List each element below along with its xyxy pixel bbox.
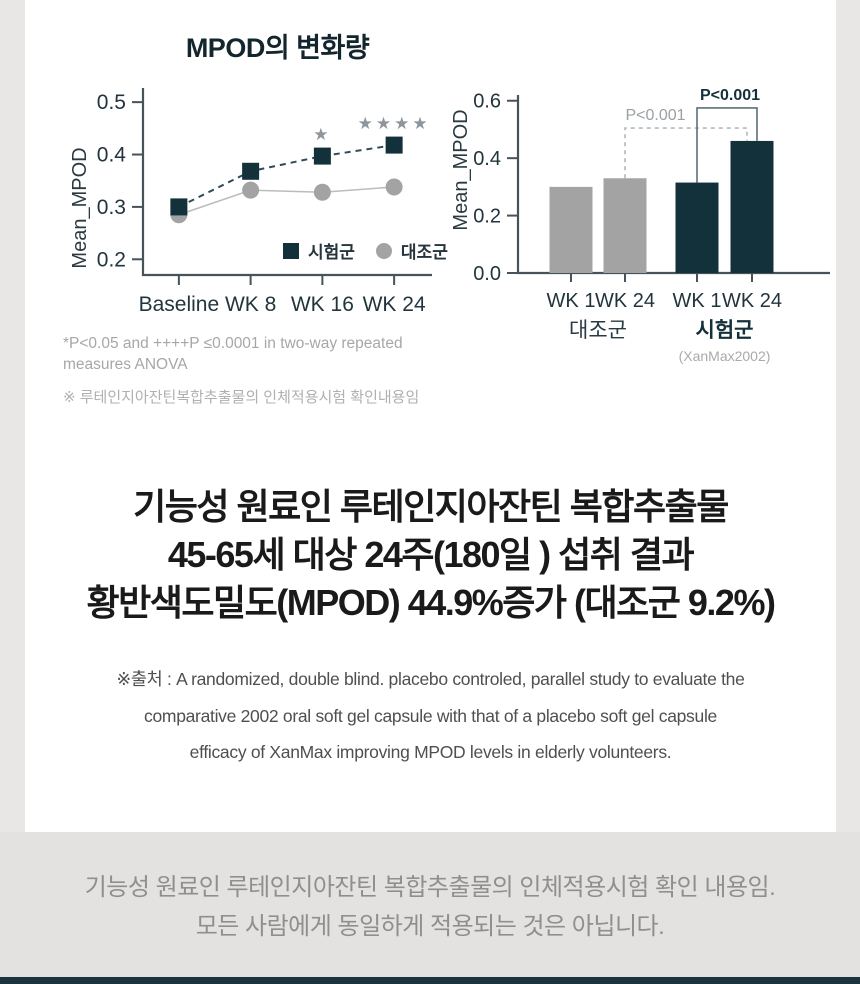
citation-line-2: comparative 2002 oral soft gel capsule w… (144, 705, 717, 726)
significance-stars: ★★★★ (358, 114, 431, 133)
legend-square-marker (283, 242, 299, 259)
headline: 기능성 원료인 루테인지아잔틴 복합추출물 45-65세 대상 24주(180일… (25, 483, 836, 627)
footer-line-2: 모든 사람에게 동일하게 적용되는 것은 아닙니다. (195, 913, 665, 940)
headline-line-3: 황반색도밀도(MPOD) 44.9%증가 (대조군 9.2%) (86, 582, 776, 623)
series-line (178, 144, 395, 208)
significance-bracket (696, 107, 758, 183)
data-point-circle (385, 178, 403, 196)
headline-line-1: 기능성 원료인 루테인지아잔틴 복합추출물 (133, 486, 729, 527)
line-chart: 0.2 0.3 0.4 0.5 Baseline WK 8 WK 16 WK 24 Mean_M… (69, 88, 432, 316)
bar (603, 178, 647, 273)
legend-label-control-group: 대조군 (400, 243, 448, 262)
headline-line-2: 45-65세 대상 24주(180일 ) 섭취 결과 (167, 534, 695, 575)
y-tick-label: 0.3 (97, 196, 126, 219)
data-point-circle (242, 181, 260, 199)
bar (730, 140, 774, 273)
line-chart-legend: 시험군 대조군 (283, 238, 448, 263)
bar-label: WK 1 (547, 290, 596, 312)
line-chart-axes (141, 88, 432, 277)
significance-bracket (624, 127, 748, 179)
y-axis-title: Mean_MPOD (450, 109, 472, 230)
x-tick-label: WK 16 (291, 293, 354, 316)
x-tick-label: WK 8 (225, 293, 276, 316)
bracket-p-value-label: P<0.001 (625, 107, 685, 124)
series-line (178, 186, 395, 216)
bracket-p-value-label: P<0.001 (700, 87, 760, 104)
y-tick-label: 0.0 (473, 263, 501, 285)
data-point-square (385, 136, 403, 154)
y-tick-label: 0.6 (473, 91, 501, 113)
data-point-circle (313, 183, 331, 201)
data-point-square (313, 147, 331, 165)
legend-label-test-group: 시험군 (308, 243, 355, 262)
bar (675, 182, 719, 273)
footer-line-1: 기능성 원료인 루테인지아잔틴 복합추출물의 인체적용시험 확인 내용임. (84, 874, 776, 901)
y-tick-label: 0.2 (473, 206, 501, 228)
group-sublabel: (XanMax2002) (679, 348, 771, 364)
confirmation-footnote: ※ 루테인지아잔틴복합추출물의 인체적용시험 확인내용임 (63, 389, 420, 406)
y-tick-label: 0.2 (97, 248, 126, 271)
content-card: MPOD의 변화량 0.2 0.3 0.4 0.5 Baseline WK 8 WK 16 W… (25, 0, 836, 832)
y-tick-label: 0.4 (97, 144, 127, 167)
bar-label: WK 24 (722, 290, 782, 312)
data-point-square (170, 198, 188, 216)
citation-line-3: efficacy of XanMax improving MPOD levels… (189, 742, 672, 762)
bar-label: WK 24 (595, 290, 655, 312)
significance-stars: ★ (313, 125, 331, 144)
legend-circle-marker (375, 242, 392, 259)
source-citation: ※출처 : A randomized, double blind. placeb… (25, 661, 836, 771)
anova-footnote: *P<0.05 and ++++P ≤0.0001 in two-way rep… (63, 335, 403, 373)
x-tick-label: Baseline (139, 293, 220, 316)
line-chart-title: MPOD의 변화량 (185, 33, 370, 63)
footer-disclaimer: 기능성 원료인 루테인지아잔틴 복합추출물의 인체적용시험 확인 내용임. 모든… (0, 832, 860, 977)
y-tick-label: 0.4 (473, 148, 501, 170)
bar-label: WK 1 (673, 290, 722, 312)
x-tick-label: WK 24 (363, 293, 426, 316)
bottom-accent-bar (0, 977, 860, 984)
y-axis-title: Mean_MPOD (69, 147, 91, 268)
citation-line-1: ※출처 : A randomized, double blind. placeb… (116, 669, 745, 689)
group-label: 대조군 (569, 319, 627, 342)
data-point-square (242, 162, 260, 180)
bar (549, 186, 593, 273)
group-label: 시험군 (696, 319, 754, 342)
y-tick-label: 0.5 (97, 91, 126, 114)
